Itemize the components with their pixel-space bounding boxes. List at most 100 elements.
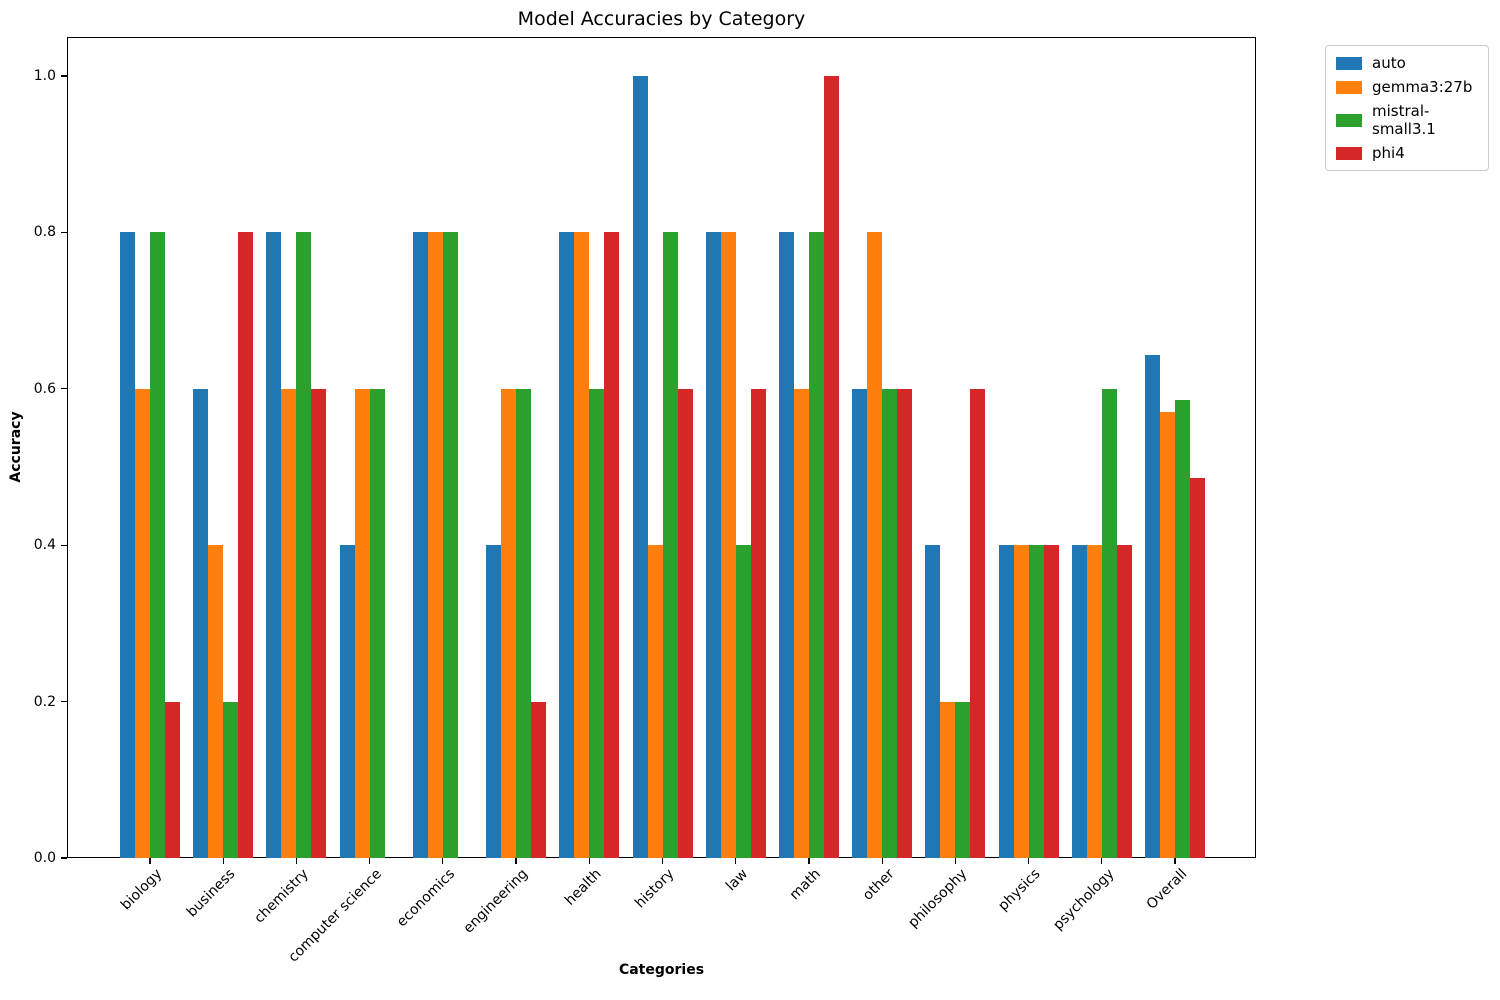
chart-title: Model Accuracies by Category [517, 8, 806, 30]
bar-auto-philosophy [925, 545, 941, 858]
bar-auto-chemistry [266, 232, 282, 858]
legend-label-auto: auto [1372, 54, 1406, 72]
y-tick-mark [61, 388, 67, 390]
bar-phi4-overall [1190, 477, 1205, 858]
y-axis-label: Accuracy [8, 411, 24, 483]
x-tick-mark [808, 858, 810, 864]
x-tick-mark [1027, 858, 1030, 864]
bar-auto-health [559, 232, 575, 858]
x-tick-label: philosophy [905, 866, 971, 932]
x-tick-mark [295, 858, 298, 864]
bar-phi4-chemistry [311, 388, 327, 858]
bar-mistral-small3.1-law [735, 545, 751, 858]
y-tick-mark [61, 857, 67, 859]
bar-auto-physics [998, 545, 1014, 858]
y-tick-label: 0.0 [33, 850, 56, 866]
bar-mistral-small3.1-history [662, 232, 678, 858]
bar-auto-engineering [486, 545, 502, 858]
y-tick-label: 0.4 [33, 537, 56, 554]
legend-label-mistral-small3.1: mistral-small3.1 [1372, 102, 1436, 138]
x-tick-label: chemistry [251, 866, 312, 927]
bar-auto-overall [1145, 355, 1160, 858]
bar-phi4-math [823, 76, 839, 858]
bar-auto-economics [412, 232, 428, 858]
bar-auto-history [632, 76, 648, 858]
bar-gemma3-27b-chemistry [281, 388, 297, 858]
bar-auto-computer-science [339, 545, 355, 858]
bar-phi4-history [677, 388, 693, 858]
legend-item-mistral-small3.1: mistral-small3.1 [1336, 102, 1478, 138]
x-tick-mark [588, 858, 590, 864]
x-tick-label: health [561, 866, 605, 909]
bar-gemma3-27b-history [647, 545, 663, 858]
bar-gemma3-27b-health [574, 232, 590, 858]
x-tick-label: other [859, 866, 898, 904]
y-tick-label: 0.2 [33, 693, 56, 710]
bar-mistral-small3.1-computer-science [369, 388, 385, 858]
y-tick-mark [61, 701, 67, 703]
bar-phi4-business [238, 232, 254, 858]
x-tick-mark [149, 858, 151, 864]
bar-gemma3-27b-law [720, 232, 736, 858]
x-tick-mark [954, 858, 956, 864]
legend-swatch-phi4 [1336, 146, 1362, 160]
y-tick-label: 1.0 [33, 68, 56, 85]
bar-auto-law [705, 232, 721, 858]
legend: auto gemma3:27b mistral-small3.1 phi4 [1325, 45, 1489, 171]
x-tick-label: history [632, 866, 678, 912]
bar-auto-psychology [1071, 545, 1087, 858]
x-tick-label: biology [117, 866, 166, 914]
legend-swatch-gemma3-27b [1336, 80, 1362, 94]
x-tick-mark [1174, 858, 1176, 864]
bar-gemma3-27b-math [793, 388, 809, 858]
bar-phi4-psychology [1116, 545, 1132, 858]
bar-auto-math [778, 232, 794, 858]
y-tick-mark [61, 75, 67, 77]
legend-swatch-auto [1336, 56, 1362, 70]
legend-swatch-mistral-small3.1 [1336, 113, 1362, 127]
bar-phi4-philosophy [970, 388, 986, 858]
bar-mistral-small3.1-engineering [516, 388, 532, 858]
bar-gemma3-27b-computer-science [354, 388, 370, 858]
bar-mistral-small3.1-overall [1175, 399, 1190, 858]
bar-auto-biology [120, 232, 135, 858]
y-tick-mark [61, 231, 67, 234]
bar-gemma3-27b-economics [427, 232, 443, 858]
bar-phi4-health [604, 232, 620, 858]
x-tick-label: economics [393, 866, 459, 931]
x-tick-label: engineering [460, 866, 532, 937]
bar-mistral-small3.1-math [808, 232, 824, 858]
x-tick-label: math [787, 866, 825, 904]
x-tick-label: business [184, 866, 239, 921]
x-tick-label: psychology [1049, 866, 1118, 934]
bar-gemma3-27b-physics [1013, 545, 1029, 858]
legend-label-phi4: phi4 [1372, 144, 1405, 162]
bar-mistral-small3.1-physics [1028, 545, 1044, 858]
bar-gemma3-27b-business [208, 545, 224, 858]
bar-gemma3-27b-other [867, 232, 883, 858]
x-tick-label: physics [995, 866, 1044, 915]
bar-phi4-other [897, 388, 913, 858]
x-axis-label: Categories [618, 962, 705, 978]
bar-gemma3-27b-philosophy [940, 701, 956, 858]
x-tick-mark [515, 858, 517, 864]
legend-item-phi4: phi4 [1336, 144, 1478, 162]
legend-item-auto: auto [1336, 54, 1478, 72]
bar-auto-business [193, 388, 209, 858]
bar-gemma3-27b-engineering [501, 388, 517, 858]
bar-mistral-small3.1-psychology [1101, 388, 1117, 858]
bar-gemma3-27b-psychology [1086, 545, 1102, 858]
x-tick-mark [881, 858, 883, 864]
x-tick-mark [1101, 858, 1103, 864]
y-tick-label: 0.6 [33, 380, 56, 397]
bar-mistral-small3.1-other [882, 388, 898, 858]
x-tick-mark [442, 858, 444, 864]
bar-mistral-small3.1-business [223, 701, 239, 858]
x-tick-mark [735, 858, 737, 864]
x-tick-mark [222, 858, 224, 864]
bar-mistral-small3.1-biology [150, 232, 165, 858]
x-tick-label: law [722, 866, 752, 895]
bar-gemma3-27b-biology [135, 388, 150, 858]
y-tick-label: 0.8 [33, 224, 56, 241]
